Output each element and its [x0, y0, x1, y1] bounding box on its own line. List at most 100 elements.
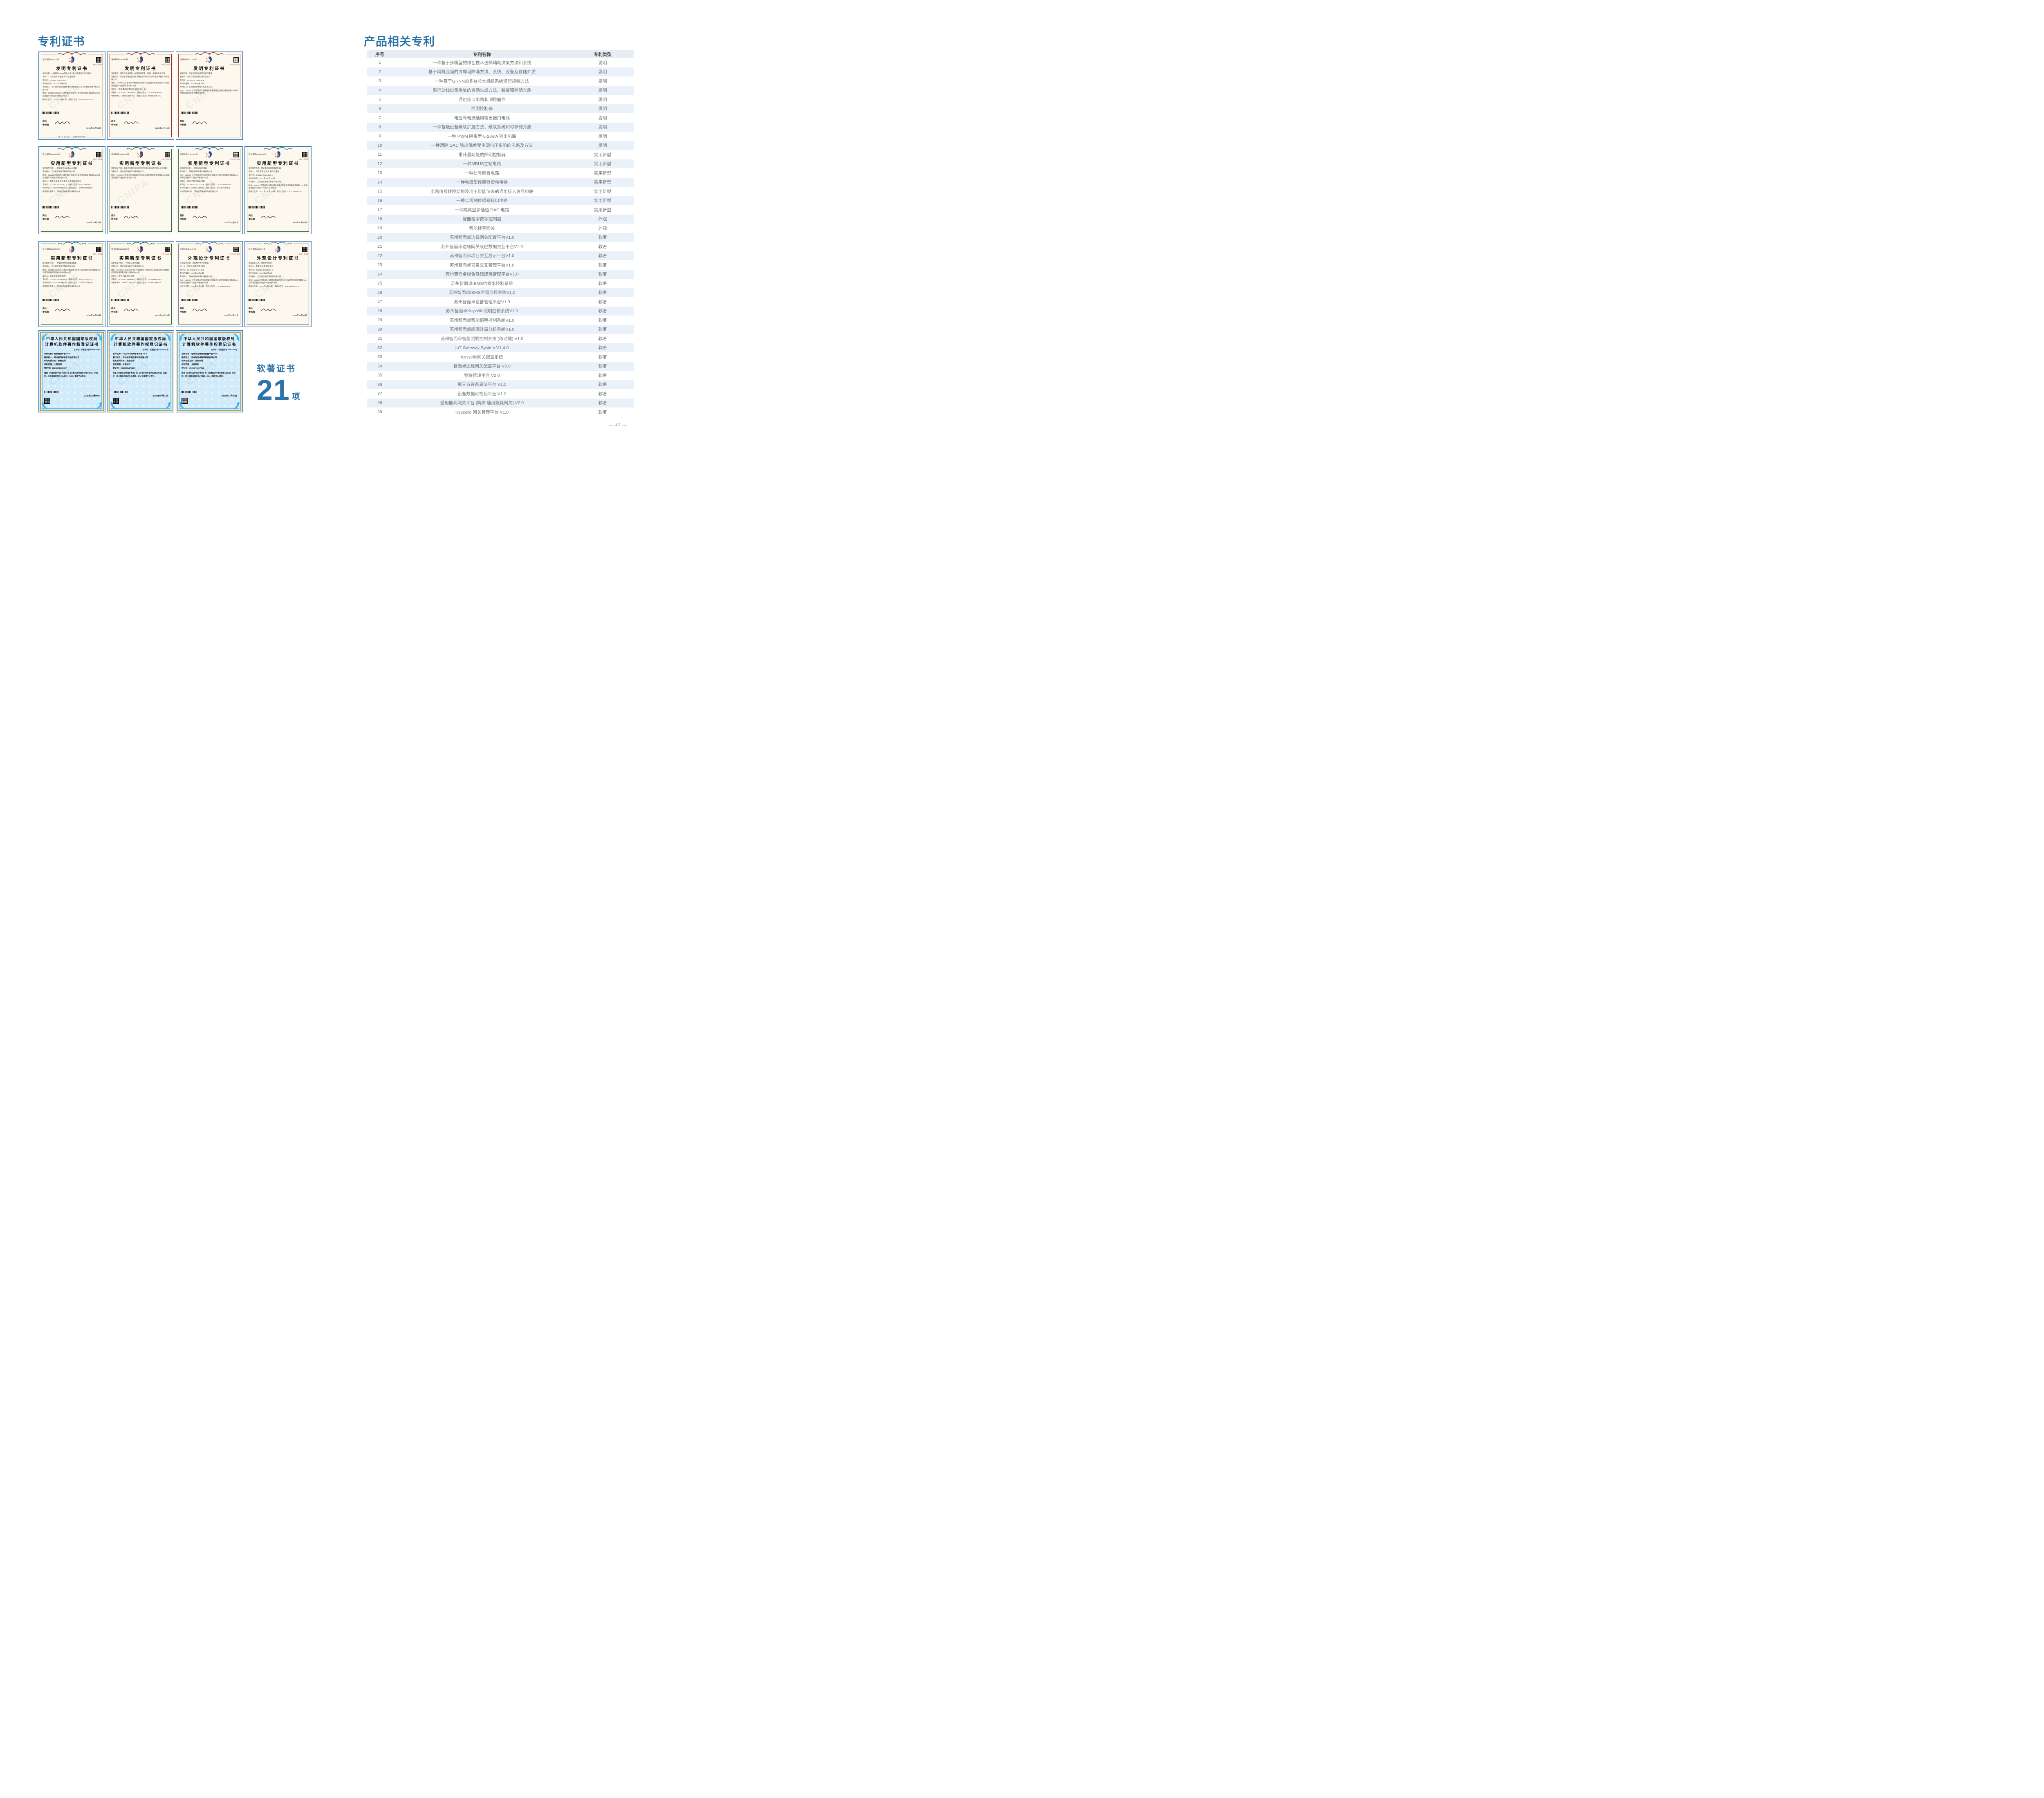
- flourish-ornament-icon: [56, 242, 88, 246]
- table-row: 18 智能楼宇数字控制器 外观: [367, 214, 634, 224]
- cnipa-logo-icon: ★ ★ ★ ★: [206, 151, 213, 158]
- certificate-body-text: 实用新型名称：一种电流型传感器授电电路 专利权人：苏州智而卓数字科技有限公司 地址：…: [43, 262, 101, 287]
- inner-frame: [42, 334, 102, 409]
- table-row: 27 苏州智而卓设备管理平台V1.0 软著: [367, 297, 634, 307]
- flourish-ornament-icon: [262, 147, 294, 151]
- qr-code-icon: [233, 152, 239, 157]
- svg-text:★: ★: [138, 154, 139, 156]
- cnipa-logo-icon: ★ ★ ★ ★: [137, 56, 144, 63]
- certificate-number: 证书号：软著登字第15863449号: [211, 349, 237, 351]
- certificate-date: 2025年07月09日: [221, 395, 237, 397]
- barcode-icon: [44, 391, 60, 393]
- cell-patent-name: 电路信号转换结构及用于智能仪表的通用接入信号电路: [430, 189, 533, 194]
- cell-patent-type: 外观: [598, 217, 607, 222]
- cell-patent-name: 一种消除 DAC 输出偏差受电源电压影响的电路及方法: [431, 143, 533, 148]
- svg-text:★: ★: [69, 60, 70, 63]
- table-row: 8 一种智能设备级联扩展方法、级联系统和可存储介质 发明: [367, 122, 634, 132]
- certificate-body-text: 实用新型名称：一种MBUS主站电路 专利权人：苏州智而卓数字科技有限公司 地址：21…: [111, 262, 169, 284]
- certificate-number: 证书号第21626558号: [111, 248, 129, 250]
- gold-meander-frame: [177, 332, 241, 411]
- signature-name-label: 申长雨: [43, 311, 49, 313]
- cell-patent-name: 苏州智而卓能源计量分析系统V1.0: [449, 327, 515, 332]
- svg-text:★: ★: [137, 250, 139, 252]
- certificate-title: 外观设计专利证书: [188, 256, 231, 261]
- signature-name-label: 申长雨: [249, 311, 255, 313]
- cell-patent-name: 苏州智而卓IBMS给排水控制系统: [451, 281, 513, 286]
- qr-caption: 专利公告信息: [298, 253, 309, 255]
- cell-patent-name: 设备数据可视化平台 V1.0: [457, 391, 507, 396]
- flourish-ornament-icon: [125, 242, 157, 246]
- handwritten-signature-icon: [54, 215, 71, 220]
- svg-text:★: ★: [69, 250, 70, 252]
- cell-patent-type: 实用新型: [594, 189, 611, 194]
- cell-patent-name: 通用接口电路和测控器件: [458, 97, 506, 102]
- patent-certificate-card: 证书号第6817761号 ★★★★ 专利公告信息 发明专利证书 发明名称：电压与…: [176, 51, 243, 140]
- cell-patent-name: 苏州智而卓设备管理平台V1.0: [454, 299, 510, 305]
- svg-text:★: ★: [138, 249, 139, 251]
- svg-text:★: ★: [206, 59, 208, 61]
- patent-certificate-card: 证书号第8000883号 ★★★★ 专利公告信息 发明专利证书 发明名称：基于风…: [107, 51, 174, 140]
- certificate-date: 2024年01月30日: [86, 128, 101, 130]
- corner-flourish-icon: [232, 333, 240, 341]
- certificate-body-text: 实用新型名称：一种信号解析电路 专利权人：苏州智而卓数字科技有限公司 地址：2150…: [180, 167, 238, 193]
- software-copyright-certificate-card: 中华人民共和国国家版权局 计算机软件著作权登记证书 证书号：软著登字第15863…: [176, 330, 243, 412]
- handwritten-signature-icon: [260, 215, 277, 220]
- signature-role-label: 局长: [111, 307, 116, 310]
- flourish-ornament-icon: [262, 242, 294, 246]
- column-header-name: 专利名称: [473, 52, 491, 57]
- qr-caption: 专利公告信息: [161, 253, 171, 255]
- svg-text:★: ★: [276, 250, 278, 252]
- cell-patent-name: 智能楼宇网关: [469, 226, 495, 231]
- cell-patent-type: 软著: [598, 336, 607, 341]
- cell-patent-type: 软著: [598, 290, 607, 296]
- cell-index: 27: [377, 299, 382, 305]
- svg-text:★: ★: [206, 152, 207, 154]
- certificate-body-text: 软件名称：物联管理平台 V2.0 著作权人：苏州智而卓数字科技有限公司 权利取得方式…: [44, 353, 100, 388]
- certificate-body-text: 实用新型名称：带计量功能的照明控制器 发明人：马杰;李建池;刘炜;黄亮;吴志祥 专利…: [249, 167, 307, 193]
- cell-patent-name: 苏州智而卓绿色低碳建筑管理平台V1.0: [445, 272, 519, 277]
- certificate-date: 2024年04月16日: [292, 315, 307, 317]
- cell-index: 11: [377, 152, 382, 157]
- certificate-title: 实用新型专利证书: [51, 256, 93, 261]
- barcode-icon: [182, 391, 197, 393]
- qr-caption: 专利公告信息: [92, 158, 103, 160]
- certificate-number: 证书号第8605671号: [249, 248, 265, 250]
- cell-patent-type: 发明: [598, 143, 607, 148]
- table-row: 30 苏州智而卓能源计量分析系统V1.0 软著: [367, 325, 634, 334]
- certificate-frame: [178, 52, 240, 137]
- cell-patent-type: 发明: [598, 134, 607, 139]
- certificate-frame: [110, 52, 172, 137]
- signature-name-label: 申长雨: [180, 124, 186, 126]
- flourish-ornament-icon: [125, 52, 157, 56]
- barcode-icon: [111, 299, 129, 301]
- cell-index: 15: [377, 189, 382, 194]
- cell-index: 37: [377, 391, 382, 396]
- svg-text:★: ★: [274, 152, 276, 154]
- cell-index: 24: [377, 271, 382, 277]
- cell-patent-type: 实用新型: [594, 161, 611, 167]
- cell-patent-name: 基于风机变频的冷却塔降噪方法、系统、设备及存储介质: [428, 69, 536, 75]
- qr-caption: 专利公告信息: [230, 158, 240, 160]
- qr-code-icon: [182, 398, 188, 404]
- svg-text:★: ★: [69, 155, 70, 157]
- certificate-frame: [247, 242, 309, 325]
- handwritten-signature-icon: [192, 215, 208, 220]
- table-row: 1 一种基于多模型的绿色技术选择辅助决策方法和系统 发明: [367, 58, 634, 67]
- svg-text:★: ★: [70, 250, 72, 252]
- certificate-title: 实用新型专利证书: [119, 161, 162, 166]
- handwritten-signature-icon: [54, 120, 71, 125]
- table-row: 33 Keyzelle网关配置系统 软著: [367, 352, 634, 362]
- signature-role-label: 局长: [249, 307, 253, 310]
- copyright-office-title: 中华人民共和国国家版权局: [46, 337, 98, 341]
- cell-patent-name: 通用能耗网关平台 [简称:通用能耗网关] V2.0: [440, 401, 524, 406]
- certificate-title: 计算机软件著作权登记证书: [182, 343, 236, 347]
- svg-text:★: ★: [69, 249, 71, 251]
- cell-index: 31: [377, 336, 382, 341]
- svg-text:★: ★: [68, 152, 70, 154]
- barcode-icon: [43, 206, 61, 208]
- software-certificates-summary: 软著证书 21 项: [257, 362, 300, 404]
- cell-patent-type: 发明: [598, 88, 607, 93]
- cell-patent-name: 一种基于多模型的绿色技术选择辅助决策方法和系统: [433, 60, 531, 65]
- cell-index: 14: [377, 179, 382, 185]
- patent-certificate-card: 证书号第8605671号 ★★★★ 专利公告信息 外观设计专利证书 外观设计名称…: [244, 241, 312, 327]
